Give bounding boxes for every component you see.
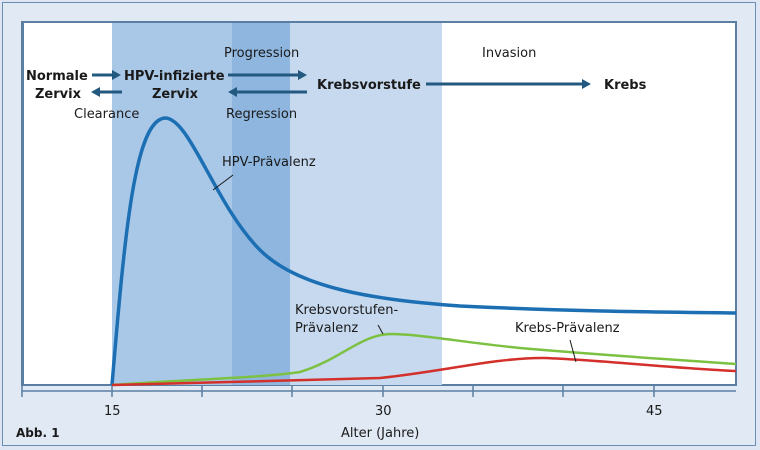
x-ticks xyxy=(21,386,655,397)
hpv-prevalence-line xyxy=(110,116,737,386)
invasion-label: Invasion xyxy=(482,46,536,61)
precursor-prevalence-line xyxy=(111,332,737,387)
tick-label-15: 15 xyxy=(104,404,121,419)
tick-label-45: 45 xyxy=(646,404,663,419)
precursor-label-line1: Krebsvorstufen- xyxy=(295,303,399,318)
stage-precursor: Krebsvorstufe xyxy=(317,78,421,93)
precursor-label-line2: Prävalenz xyxy=(295,321,358,336)
band-precursor xyxy=(290,23,442,385)
cancer-prevalence-label: Krebs-Prävalenz xyxy=(515,321,620,336)
stage-hpv-line1: HPV-infizierte xyxy=(124,69,225,84)
figure-label: Abb. 1 xyxy=(16,426,60,440)
band-overlap xyxy=(232,23,290,385)
stage-cancer: Krebs xyxy=(604,78,647,93)
flow-arrows xyxy=(91,70,591,97)
cancer-prevalence-line xyxy=(111,356,737,387)
regression-label: Regression xyxy=(226,107,297,122)
clearance-label: Clearance xyxy=(74,107,139,122)
hpv-prevalence-label: HPV-Prävalenz xyxy=(222,155,316,170)
stage-normal-line1: Normale xyxy=(26,69,88,84)
tick-label-30: 30 xyxy=(375,404,392,419)
progression-label: Progression xyxy=(224,46,299,61)
x-axis-title: Alter (Jahre) xyxy=(341,426,419,441)
stage-hpv-line2: Zervix xyxy=(152,87,199,102)
stage-normal-line2: Zervix xyxy=(35,87,82,102)
